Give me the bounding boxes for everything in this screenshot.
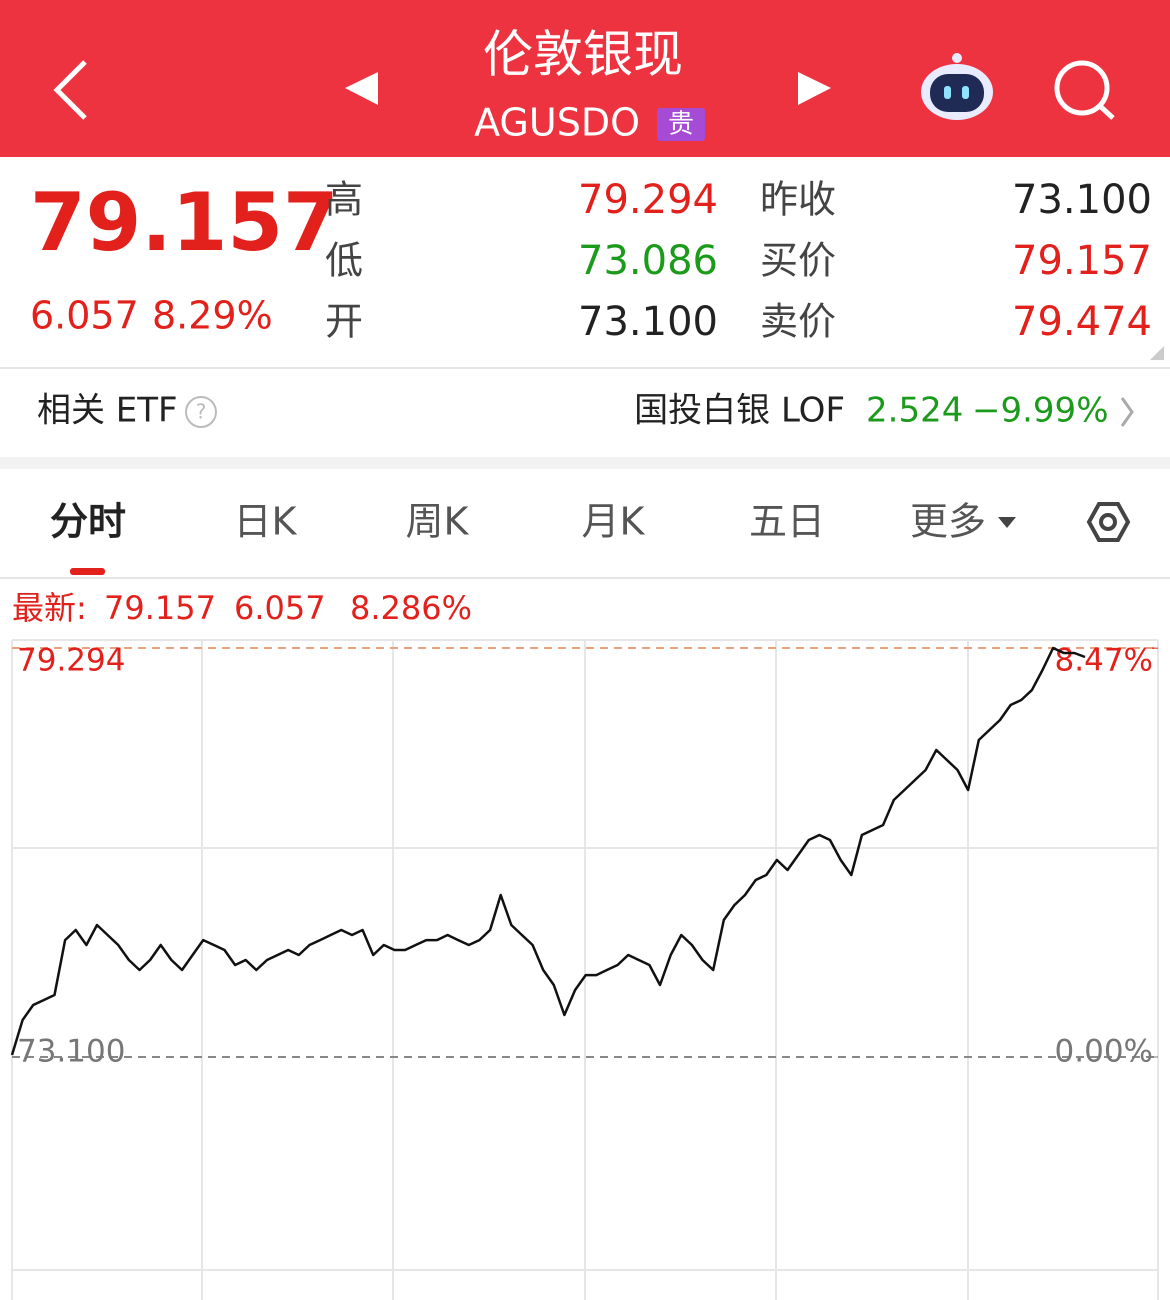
field-value: 79.157	[1012, 238, 1152, 284]
chevron[interactable]	[1120, 397, 1134, 427]
field-value: 73.100	[578, 299, 718, 345]
tab[interactable]: 月K	[582, 500, 646, 544]
chart-frame	[11, 639, 1159, 1300]
change: 6.057	[30, 294, 139, 338]
band	[0, 457, 1170, 469]
code: AGUSDO	[474, 101, 640, 145]
etf-name[interactable]: 国投白银 LOF	[634, 391, 845, 431]
field-label: 卖价	[760, 300, 836, 344]
price-line	[10, 646, 1086, 1056]
field-label: 昨收	[760, 178, 836, 222]
info-price: 79.157	[104, 589, 216, 627]
field-value: 73.100	[1012, 177, 1152, 223]
y2-tick-label: 8.47%	[1055, 643, 1153, 679]
tab[interactable]: 周K	[406, 500, 470, 544]
price: 79.157	[30, 176, 339, 269]
tab[interactable]: 更多	[910, 500, 986, 544]
field-label: 低	[325, 239, 363, 283]
prev-button[interactable]	[345, 72, 378, 105]
next-button[interactable]	[798, 72, 831, 105]
field-value: 79.474	[1012, 299, 1152, 345]
tab-underline	[70, 568, 105, 575]
settings-dot	[1099, 513, 1117, 531]
etf-change: −9.99%	[972, 391, 1109, 431]
etf-price: 2.524	[866, 391, 963, 431]
info-label: 最新:	[12, 589, 87, 627]
badge	[657, 108, 705, 141]
field-label: 开	[325, 300, 363, 344]
help-icon[interactable]	[185, 396, 217, 428]
corner-mark	[1150, 346, 1164, 360]
tab[interactable]: 日K	[234, 500, 298, 544]
field-value: 79.294	[578, 177, 718, 223]
title: 伦敦银现	[483, 26, 683, 84]
search-icon[interactable]	[1054, 60, 1115, 120]
etf-label: 相关 ETF	[37, 391, 178, 431]
info-change-pct: 8.286%	[350, 589, 472, 627]
back-button[interactable]	[53, 60, 87, 120]
help-mark: ?	[196, 400, 207, 424]
robot-icon[interactable]	[921, 53, 993, 120]
settings-icon[interactable]	[1086, 502, 1131, 542]
y-tick-label: 79.294	[17, 642, 125, 678]
field-label: 高	[325, 178, 363, 222]
more-arrow[interactable]	[998, 517, 1016, 528]
y2-tick-label: 0.00%	[1055, 1034, 1153, 1070]
badge-text: 贵	[668, 110, 694, 140]
tab[interactable]: 分时	[50, 500, 126, 544]
field-value: 73.086	[578, 238, 718, 284]
change-pct: 8.29%	[152, 294, 273, 338]
tab[interactable]: 五日	[749, 500, 825, 544]
field-label: 买价	[760, 239, 836, 283]
y-tick-label: 73.100	[17, 1033, 125, 1069]
info-change: 6.057	[234, 589, 326, 627]
